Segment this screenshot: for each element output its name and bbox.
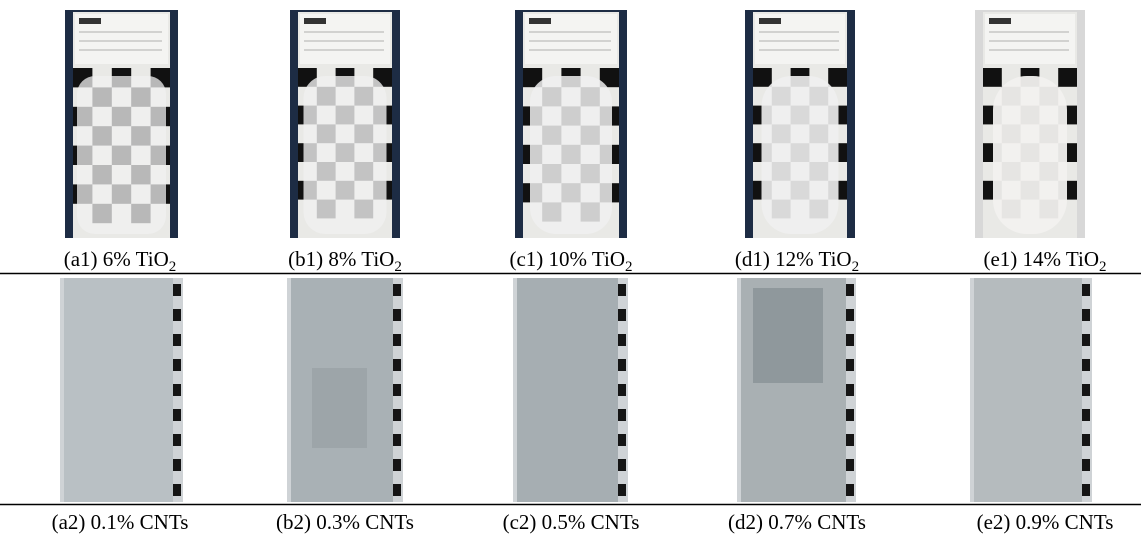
form-stamp: [529, 18, 551, 24]
caption: (e1) 14% TiO2: [983, 247, 1106, 275]
caption: (d2) 0.7% CNTs: [728, 510, 866, 534]
caption-subscript: 2: [625, 259, 633, 275]
caption-text: (b1) 8% TiO: [288, 247, 394, 271]
checker-strip: [1082, 284, 1090, 296]
checker-strip: [173, 334, 181, 346]
checker-strip: [1082, 484, 1090, 496]
checker-strip: [1082, 459, 1090, 471]
darker-patch: [312, 368, 367, 448]
caption-subscript: 2: [852, 259, 860, 275]
photo: [287, 278, 403, 502]
caption: (c2) 0.5% CNTs: [503, 510, 640, 534]
coating: [77, 76, 166, 234]
caption: (b2) 0.3% CNTs: [276, 510, 414, 534]
checker-strip: [393, 334, 401, 346]
checker-strip: [173, 384, 181, 396]
checker-cell: [1058, 68, 1077, 87]
checker-strip: [1082, 334, 1090, 346]
coating: [303, 76, 387, 234]
checker-cell: [983, 68, 1002, 87]
darker-patch: [753, 288, 823, 383]
checker-strip: [1082, 409, 1090, 421]
checker-strip: [173, 484, 181, 496]
checker-strip: [618, 384, 626, 396]
checker-strip: [173, 459, 181, 471]
checker-strip: [618, 409, 626, 421]
form-stamp: [304, 18, 326, 24]
checker-strip: [618, 459, 626, 471]
checker-strip: [618, 359, 626, 371]
checker-strip: [173, 434, 181, 446]
checker-strip: [393, 459, 401, 471]
photo: [737, 278, 856, 502]
caption: (b1) 8% TiO2: [288, 247, 402, 275]
caption: (e2) 0.9% CNTs: [977, 510, 1114, 534]
caption-subscript: 2: [394, 259, 402, 275]
photo: [513, 278, 628, 502]
checker-strip: [846, 359, 854, 371]
coating: [761, 76, 839, 234]
checker-strip: [393, 434, 401, 446]
checker-strip: [618, 284, 626, 296]
coating: [530, 76, 612, 234]
checker-strip: [618, 309, 626, 321]
checker-cell: [753, 68, 772, 87]
checker-strip: [618, 334, 626, 346]
checker-strip: [846, 334, 854, 346]
coating: [993, 76, 1067, 234]
checker-strip: [173, 359, 181, 371]
photo: [745, 10, 855, 238]
coated-panel: [517, 278, 618, 502]
checker-strip: [393, 309, 401, 321]
checker-strip: [846, 309, 854, 321]
checker-strip: [393, 284, 401, 296]
checker-strip: [618, 434, 626, 446]
checker-strip: [393, 409, 401, 421]
checker-cell: [828, 68, 847, 87]
caption-subscript: 2: [169, 259, 177, 275]
checker-strip: [173, 309, 181, 321]
photo: [970, 278, 1092, 502]
checker-strip: [846, 434, 854, 446]
checker-strip: [393, 384, 401, 396]
caption: (d1) 12% TiO2: [735, 247, 859, 275]
photo: [975, 10, 1085, 238]
photo: [65, 10, 178, 238]
checker-strip: [173, 284, 181, 296]
caption: (c1) 10% TiO2: [509, 247, 632, 275]
caption-text: (e1) 14% TiO: [983, 247, 1099, 271]
coated-panel: [974, 278, 1082, 502]
checker-strip: [1082, 309, 1090, 321]
photo: [515, 10, 627, 238]
checker-strip: [846, 459, 854, 471]
checker-cell: [523, 68, 543, 88]
checker-strip: [846, 409, 854, 421]
checker-strip: [393, 359, 401, 371]
checker-strip: [846, 284, 854, 296]
checker-strip: [393, 484, 401, 496]
checker-strip: [1082, 359, 1090, 371]
form-stamp: [989, 18, 1011, 24]
checker-strip: [618, 484, 626, 496]
checker-strip: [846, 384, 854, 396]
caption-text: (a1) 6% TiO: [64, 247, 169, 271]
checker-strip: [173, 409, 181, 421]
form-stamp: [79, 18, 101, 24]
photo: [60, 278, 183, 502]
form-stamp: [759, 18, 781, 24]
caption-subscript: 2: [1099, 259, 1107, 275]
caption-text: (d1) 12% TiO: [735, 247, 852, 271]
caption-text: (c1) 10% TiO: [509, 247, 625, 271]
checker-strip: [1082, 384, 1090, 396]
checker-cell: [599, 68, 619, 88]
caption: (a2) 0.1% CNTs: [52, 510, 189, 534]
coated-panel: [64, 278, 173, 502]
checker-strip: [1082, 434, 1090, 446]
caption: (a1) 6% TiO2: [64, 247, 177, 275]
photo: [290, 10, 400, 238]
checker-strip: [846, 484, 854, 496]
